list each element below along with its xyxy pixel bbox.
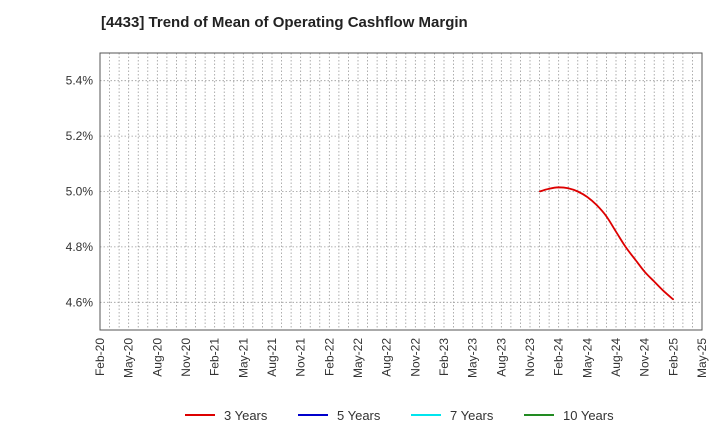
x-tick-label: Feb-21: [208, 338, 222, 376]
x-tick-label: Nov-22: [408, 338, 422, 377]
data-point: [653, 280, 655, 283]
legend-label: 3 Years: [224, 408, 268, 423]
x-tick-label: Aug-21: [265, 338, 279, 377]
x-tick-label: Aug-24: [609, 338, 623, 377]
x-tick-label: Nov-23: [523, 338, 537, 377]
x-tick-label: May-23: [466, 338, 480, 378]
data-point: [644, 271, 646, 273]
data-point: [558, 186, 560, 188]
data-point: [567, 187, 569, 189]
legend-label: 5 Years: [337, 408, 381, 423]
data-point: [663, 290, 665, 292]
data-point: [672, 298, 674, 301]
y-tick-label: 5.0%: [66, 185, 94, 199]
data-point: [596, 204, 598, 206]
x-tick-label: Feb-23: [437, 338, 451, 376]
x-tick-label: Feb-25: [666, 338, 680, 376]
x-tick-label: Aug-23: [494, 338, 508, 377]
data-point: [538, 190, 541, 193]
plot-border: [99, 52, 703, 331]
y-tick-label: 4.6%: [66, 295, 94, 309]
x-tick-label: Aug-20: [150, 338, 164, 377]
data-point: [634, 258, 636, 260]
x-tick-label: Feb-24: [552, 338, 566, 376]
legend-label: 7 Years: [450, 408, 494, 423]
y-tick-label: 4.8%: [66, 240, 94, 254]
data-point: [605, 215, 608, 218]
x-tick-label: May-25: [695, 338, 709, 378]
x-tick-label: Nov-20: [179, 338, 193, 377]
chart-title: [4433] Trend of Mean of Operating Cashfl…: [101, 14, 468, 31]
data-point: [624, 246, 627, 248]
y-tick-label: 5.4%: [66, 74, 94, 88]
x-tick-label: May-21: [236, 338, 250, 378]
data-point: [548, 188, 550, 190]
x-tick-label: Aug-22: [380, 338, 394, 377]
x-tick-label: Feb-22: [322, 338, 336, 376]
x-tick-label: May-22: [351, 338, 365, 378]
x-tick-label: Nov-21: [294, 338, 308, 377]
data-point: [615, 231, 617, 233]
legend-label: 10 Years: [563, 408, 614, 423]
x-tick-label: Nov-24: [638, 338, 652, 377]
x-tick-label: May-24: [580, 338, 594, 378]
x-tick-label: May-20: [122, 338, 136, 378]
data-point: [577, 190, 579, 193]
y-tick-label: 5.2%: [66, 129, 94, 143]
data-point: [586, 196, 588, 198]
x-tick-label: Feb-20: [93, 338, 107, 376]
